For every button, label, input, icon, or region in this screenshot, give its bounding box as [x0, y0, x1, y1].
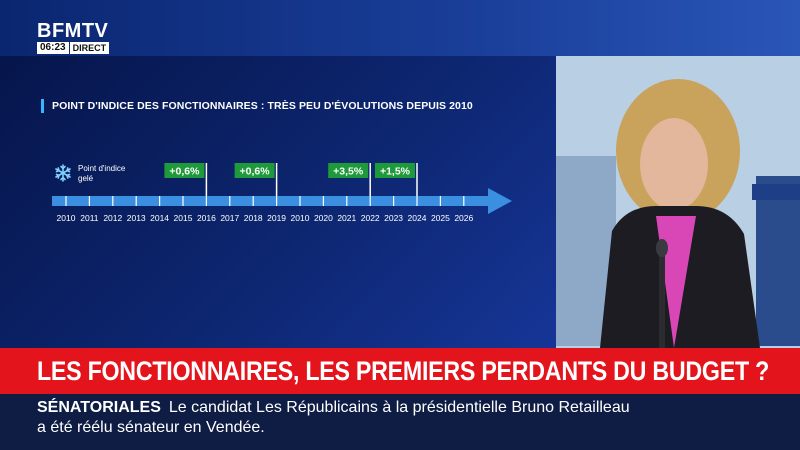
increase-badge	[164, 163, 205, 178]
live-label: DIRECT	[69, 42, 110, 54]
increase-label: +0,6%	[169, 166, 200, 178]
increase-badge	[375, 163, 415, 178]
increase-label: +1,5%	[380, 166, 411, 178]
legend-line-1: Point d'indice	[78, 164, 126, 173]
year-label: 2023	[384, 213, 403, 223]
timeline-axis	[52, 196, 492, 206]
ticker-line-2: a été réélu sénateur en Vendée.	[37, 419, 265, 436]
year-label: 2020	[314, 213, 333, 223]
year-label: 2010	[291, 213, 310, 223]
year-label: 2026	[454, 213, 473, 223]
top-band	[0, 0, 800, 56]
year-label: 2017	[220, 213, 239, 223]
channel-logo: BFMTV	[37, 21, 108, 41]
clock-time: 06:23	[37, 42, 69, 54]
year-label: 2014	[150, 213, 169, 223]
year-label: 2024	[408, 213, 427, 223]
headline: LES FONCTIONNAIRES, LES PREMIERS PERDANT…	[37, 356, 770, 386]
timeline-arrowhead	[488, 188, 512, 214]
increase-badge	[328, 163, 369, 178]
year-label: 2018	[244, 213, 263, 223]
year-label: 2025	[431, 213, 450, 223]
infographic-title: POINT D'INDICE DES FONCTIONNAIRES : TRÈS…	[52, 100, 473, 112]
news-ticker	[0, 394, 800, 450]
presenter-image	[556, 56, 800, 348]
increase-label: +0,6%	[240, 166, 271, 178]
increase-label: +3,5%	[333, 166, 364, 178]
year-label: 2015	[174, 213, 193, 223]
increase-badge	[234, 163, 275, 178]
year-label: 2012	[103, 213, 122, 223]
year-label: 2016	[197, 213, 216, 223]
ticker-line-1: SÉNATORIALES Le candidat Les Républicains…	[37, 398, 630, 418]
year-label: 2013	[127, 213, 146, 223]
title-accent-bar	[41, 99, 44, 113]
headline-bar	[0, 348, 800, 394]
legend-label: Point d'indice gelé	[78, 164, 148, 184]
ticker-text-1: Le candidat Les Républicains à la présid…	[168, 399, 630, 416]
year-label: 2019	[267, 213, 286, 223]
snowflake-icon	[55, 164, 71, 182]
year-label: 2022	[361, 213, 380, 223]
channel-logo-text: BFMTV	[37, 20, 109, 42]
year-label: 2010	[57, 213, 76, 223]
presenter-video	[556, 56, 800, 348]
year-label: 2021	[337, 213, 356, 223]
ticker-tag: SÉNATORIALES	[37, 399, 161, 416]
legend-line-2: gelé	[78, 174, 94, 183]
infographic-panel: POINT D'INDICE DES FONCTIONNAIRES : TRÈS…	[0, 56, 556, 348]
year-label: 2011	[80, 213, 99, 223]
timeline: +0,6% +0,6% +3,5% +1,5% 2010 2011 2012 2013 201…	[52, 163, 512, 223]
clock-bar: 06:23 DIRECT	[37, 42, 110, 54]
